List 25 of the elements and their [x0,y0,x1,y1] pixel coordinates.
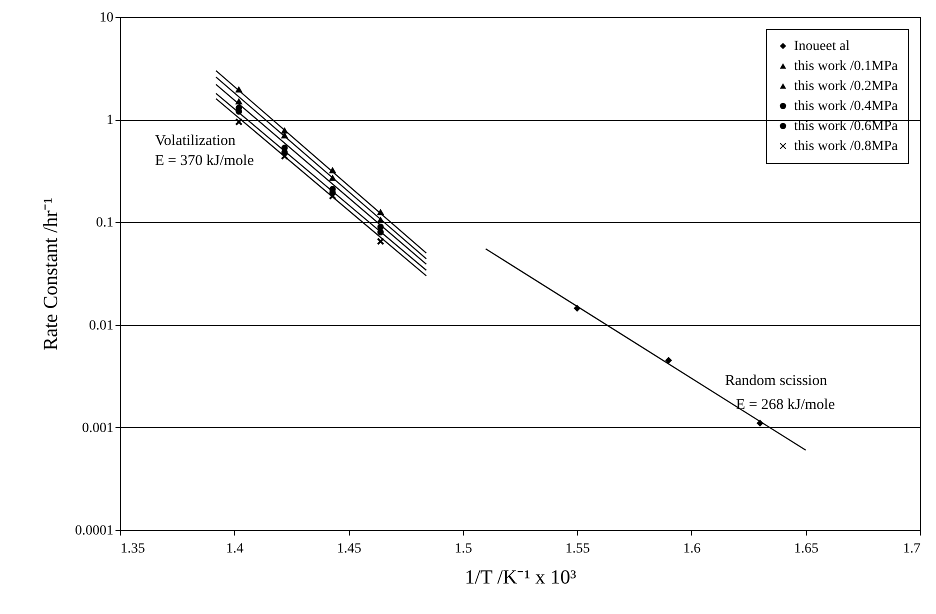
x-tick-label: 1.45 [336,542,362,556]
y-tick-label: 0.0001 [75,524,114,538]
x-tick-label: 1.55 [565,542,590,556]
legend-label: this work /0.1MPa [794,59,899,74]
x-axis-title: 1/T /K⁻¹ x 10³ [464,566,576,588]
annotation: E = 370 kJ/mole [155,153,254,169]
x-tick-label: 1.4 [226,542,244,556]
y-tick-label: 10 [100,10,114,26]
x-tick-label: 1.65 [794,542,818,556]
x-tick-label: 1.5 [454,542,472,556]
legend-label: this work /0.6MPa [794,119,899,134]
y-tick-label: 0.01 [89,318,114,334]
x-tick-label: 1.7 [903,542,920,556]
annotation: Volatilization [155,133,236,149]
x-tick-label: 1.35 [120,542,145,556]
y-tick-label: 1 [106,113,114,128]
legend-label: Inoueet al [794,39,850,54]
x-tick-label: 1.6 [683,542,701,556]
legend-label: this work /0.8MPa [794,139,899,154]
legend-label: this work /0.2MPa [794,79,899,94]
annotation: Random scission [725,373,828,389]
y-tick-label: 0.001 [82,420,114,436]
legend-label: this work /0.4MPa [794,99,899,114]
y-tick-label: 0.1 [96,216,114,231]
y-axis-title: Rate Constant /hr⁻¹ [40,198,62,350]
